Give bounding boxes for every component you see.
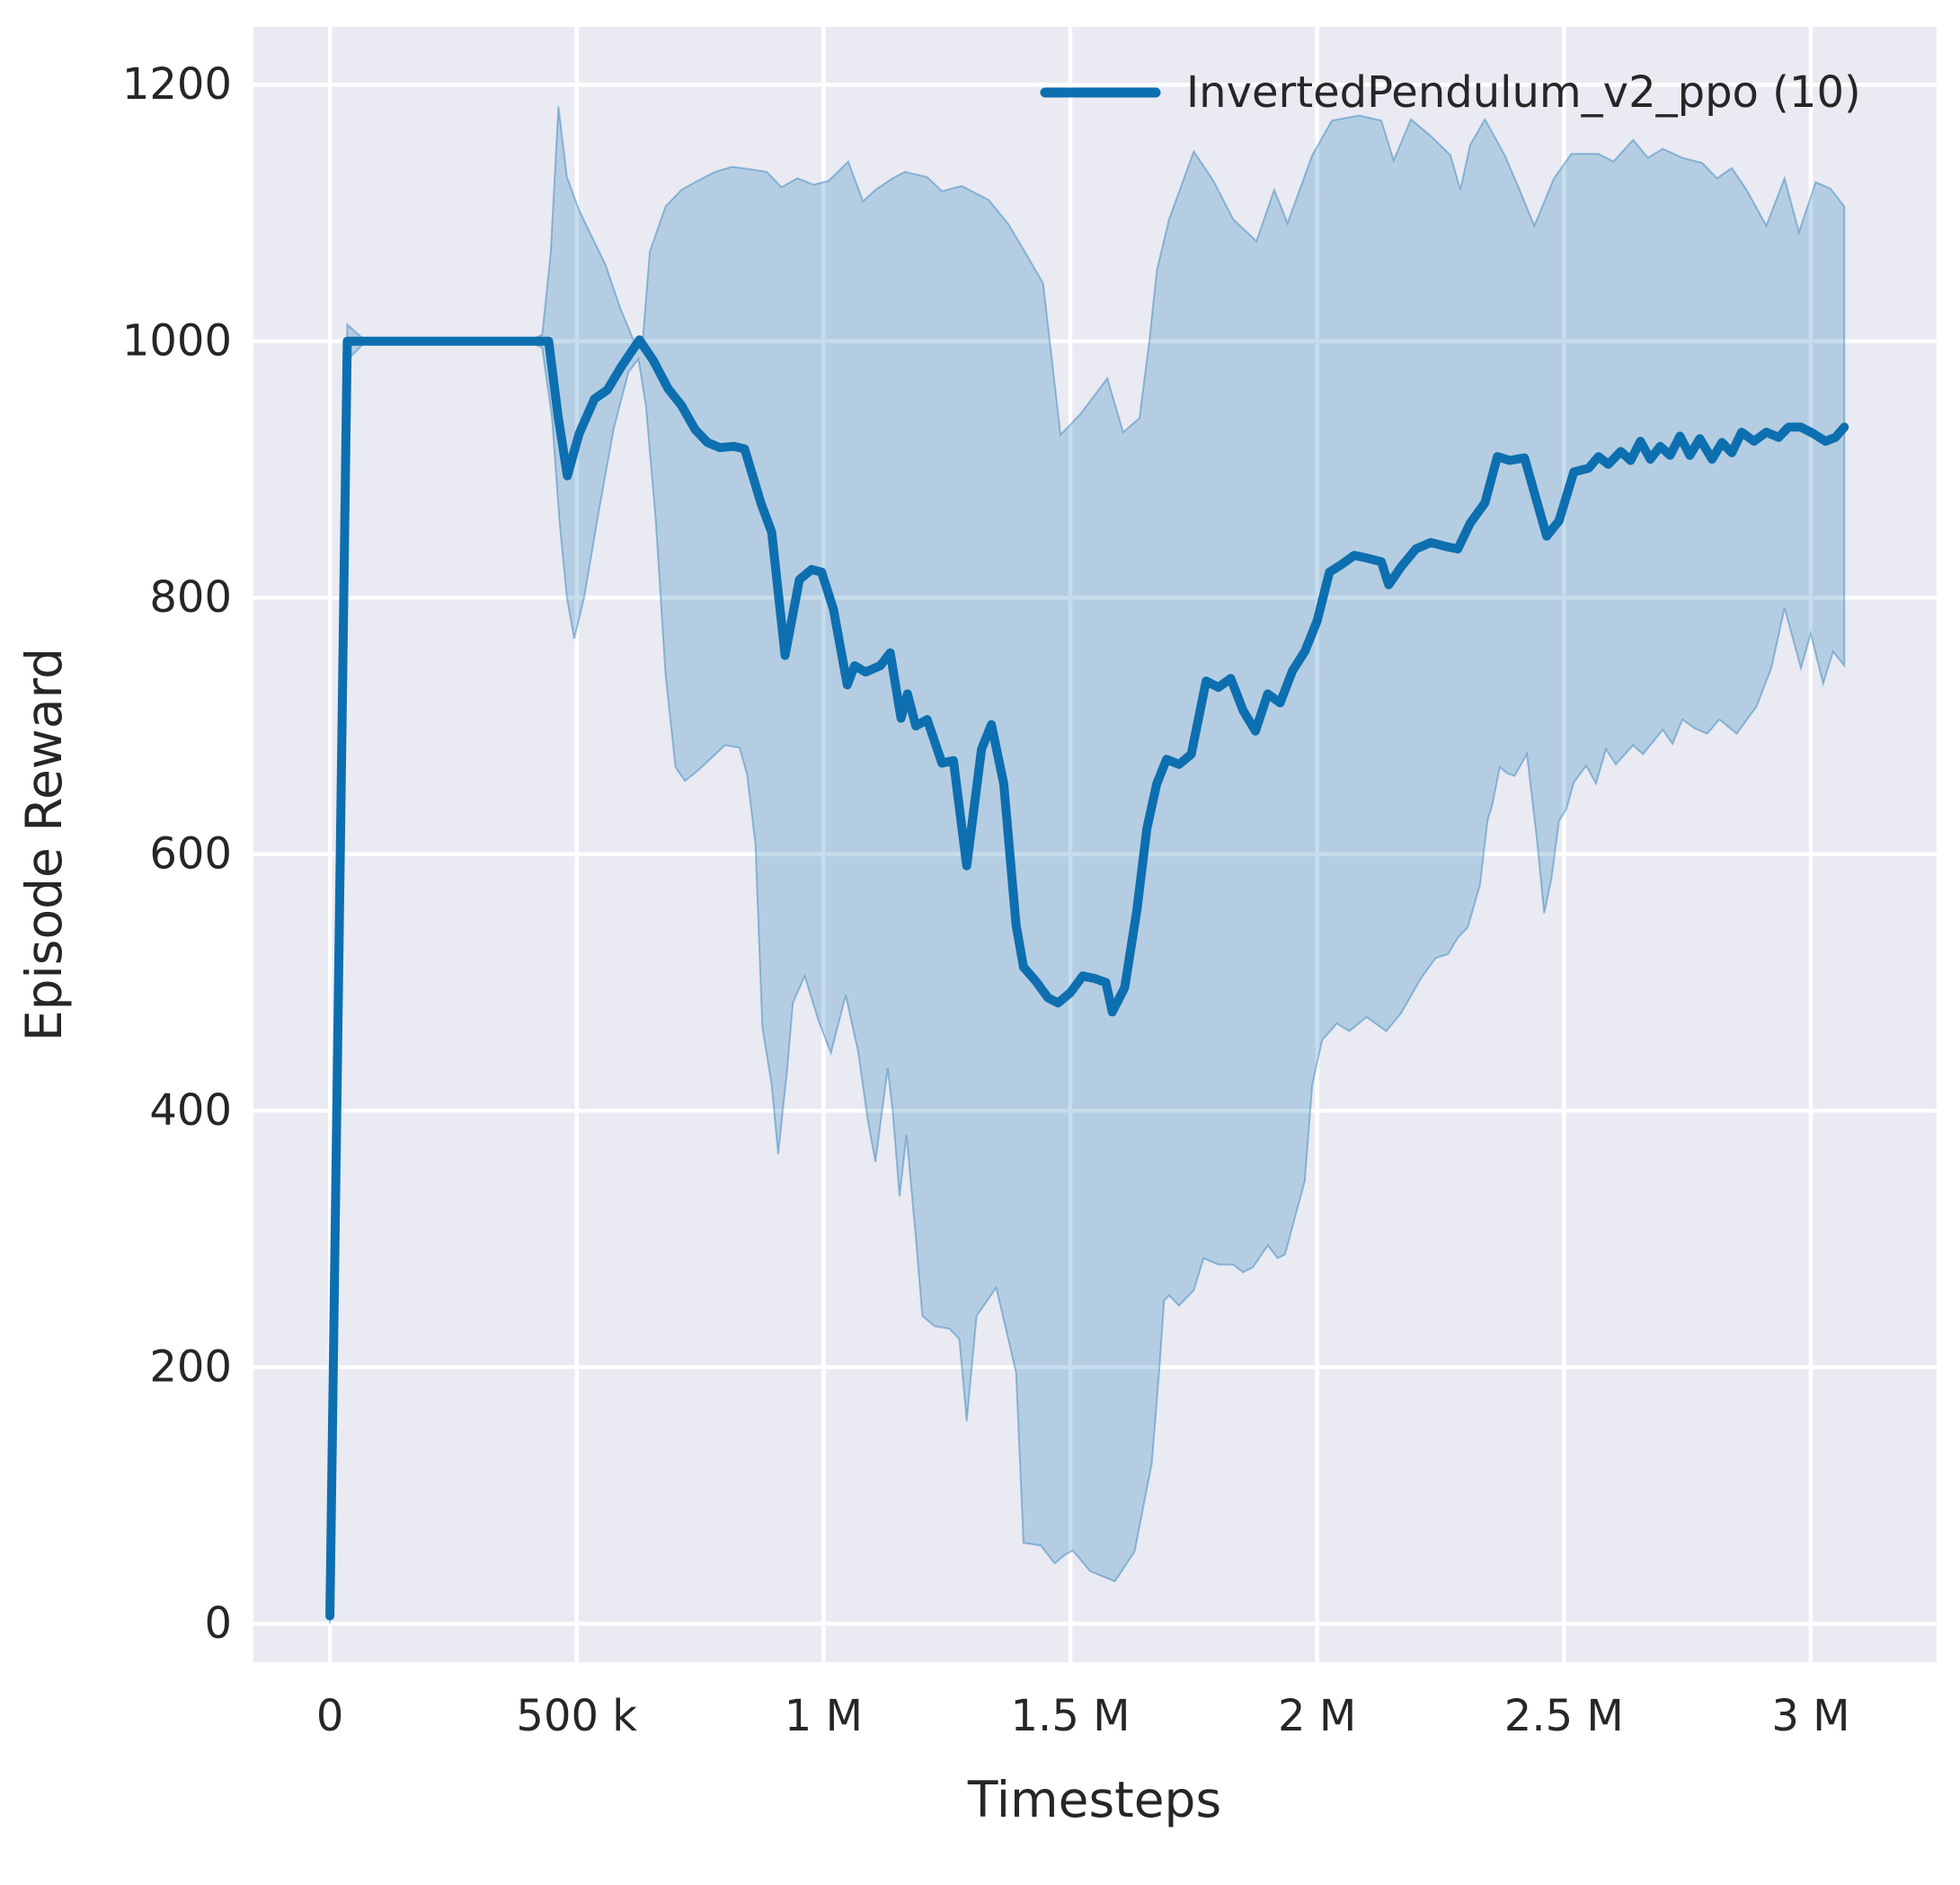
plot-background: [253, 27, 1937, 1662]
x-tick-label: 2 M: [1278, 1691, 1356, 1741]
x-tick-label: 2.5 M: [1504, 1691, 1624, 1741]
y-tick-label: 0: [204, 1598, 232, 1649]
legend: InvertedPendulum_v2_ppo (10): [1040, 67, 1861, 118]
y-tick-label: 200: [149, 1342, 232, 1393]
y-axis-label: Episode Reward: [15, 648, 73, 1041]
y-tick-label: 800: [149, 572, 232, 623]
x-tick-label: 0: [316, 1691, 344, 1741]
x-tick-label: 500 k: [516, 1691, 637, 1741]
confidence-band: [329, 106, 1846, 1624]
y-tick-label: 400: [149, 1085, 232, 1136]
x-tick-label: 1.5 M: [1011, 1691, 1131, 1741]
y-tick-label: 1000: [122, 316, 232, 367]
x-tick-label: 1 M: [785, 1691, 863, 1741]
x-tick-label: 3 M: [1771, 1691, 1849, 1741]
confidence-band-area: [329, 106, 1846, 1624]
y-tick-label: 600: [149, 829, 232, 880]
gridlines: [253, 27, 1937, 1662]
tick-labels: 0 500 k 1 M 1.5 M 2 M 2.5 M 3 M 0 200 400 600 800 10…: [122, 59, 1850, 1741]
x-axis-label: Timesteps: [967, 1771, 1221, 1828]
legend-label: InvertedPendulum_v2_ppo (10): [1186, 67, 1861, 118]
y-tick-label: 1200: [122, 59, 232, 110]
plot-panel: [253, 27, 1937, 1662]
mean-reward-line: [325, 335, 1849, 1621]
series-line: [325, 335, 1849, 1621]
